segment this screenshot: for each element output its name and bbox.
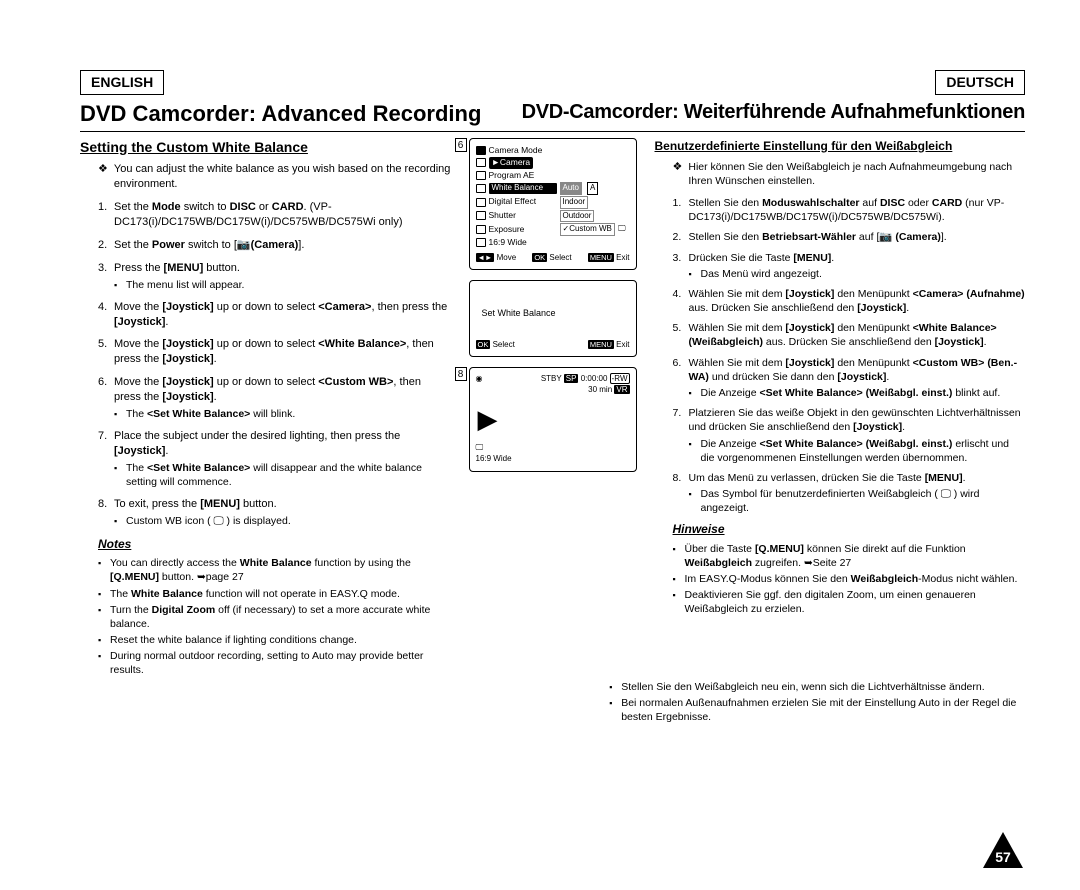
title-english: DVD Camcorder: Advanced Recording xyxy=(80,99,481,129)
sub-item: The menu list will appear. xyxy=(114,278,451,292)
note-item: Bei normalen Außenaufnahmen erzielen Sie… xyxy=(609,696,1025,724)
step-item: Um das Menü zu verlassen, drücken Sie di… xyxy=(673,471,1026,516)
screen1-footer: ◄► Move OK Select MENU Exit xyxy=(476,253,630,264)
english-column: Setting the Custom White Balance ❖You ca… xyxy=(80,138,451,680)
note-item: The White Balance function will not oper… xyxy=(98,587,451,601)
step-item: Place the subject under the desired ligh… xyxy=(98,429,451,489)
sub-item: Die Anzeige <Set White Balance> (Weißabg… xyxy=(689,386,1026,400)
menu-icon xyxy=(476,238,486,247)
de-notes-wide: Stellen Sie den Weißabgleich neu ein, we… xyxy=(609,680,1025,725)
en-steps: Set the Mode switch to DISC or CARD. (VP… xyxy=(98,200,451,528)
set-wb-screen: Set White Balance OK Select MENU Exit xyxy=(469,280,637,357)
play-icon: ▶ xyxy=(478,402,630,437)
step-item: Wählen Sie mit dem [Joystick] den Menüpu… xyxy=(673,321,1026,349)
menu-row: Digital EffectIndoor xyxy=(476,196,630,209)
title-row: DVD Camcorder: Advanced Recording DVD-Ca… xyxy=(80,99,1025,132)
sub-item: The <Set White Balance> will blink. xyxy=(114,407,451,421)
note-item: You can directly access the White Balanc… xyxy=(98,556,451,584)
menu-icon xyxy=(476,211,486,220)
de-notes-head: Hinweise xyxy=(673,521,1026,537)
camera-menu-screen: Camera Mode ►Camera Program AEWhite Bala… xyxy=(469,138,637,271)
sub-item: Das Menü wird angezeigt. xyxy=(689,267,1026,281)
step-item: Stellen Sie den Moduswahlschalter auf DI… xyxy=(673,196,1026,224)
note-item: Deaktivieren Sie ggf. den digitalen Zoom… xyxy=(673,588,1026,616)
note-item: Stellen Sie den Weißabgleich neu ein, we… xyxy=(609,680,1025,694)
screen1-title: Camera Mode xyxy=(489,145,543,156)
en-heading: Setting the Custom White Balance xyxy=(80,138,451,157)
en-intro: ❖You can adjust the white balance as you… xyxy=(98,162,451,192)
step-item: Press the [MENU] button.The menu list wi… xyxy=(98,261,451,292)
screen2-text: Set White Balance xyxy=(482,307,630,319)
note-item: During normal outdoor recording, setting… xyxy=(98,649,451,677)
sub-item: Das Symbol für benutzerdefinierten Weißa… xyxy=(689,487,1026,515)
note-item: Über die Taste [Q.MENU] können Sie direk… xyxy=(673,542,1026,570)
screen3-wide: 16:9 Wide xyxy=(476,454,630,465)
lang-deutsch: DEUTSCH xyxy=(935,70,1025,95)
stby-screen: ◉ STBY SP 0:00:00 -RW 30 min VR ▶ 🖵 16:9… xyxy=(469,367,637,471)
svg-text:57: 57 xyxy=(995,849,1011,865)
menu-icon xyxy=(476,171,486,180)
page-badge: 57 xyxy=(981,830,1025,870)
menu-icon xyxy=(476,184,486,193)
german-column: Benutzerdefinierte Einstellung für den W… xyxy=(655,138,1026,680)
sub-item: Die Anzeige <Set White Balance> (Weißabg… xyxy=(689,437,1026,465)
de-heading: Benutzerdefinierte Einstellung für den W… xyxy=(655,138,1026,154)
fig-8-label: 8 xyxy=(455,367,467,381)
cat-icon xyxy=(476,158,486,167)
de-intro-text: Hier können Sie den Weißabgleich je nach… xyxy=(688,160,1025,188)
menu-icon xyxy=(476,225,486,234)
language-row: ENGLISH DEUTSCH xyxy=(80,70,1025,95)
en-intro-text: You can adjust the white balance as you … xyxy=(114,162,451,192)
step-item: Stellen Sie den Betriebsart-Wähler auf [… xyxy=(673,230,1026,244)
menu-icon xyxy=(476,198,486,207)
note-item: Im EASY.Q-Modus können Sie den Weißabgle… xyxy=(673,572,1026,586)
step-item: To exit, press the [MENU] button.Custom … xyxy=(98,497,451,528)
menu-row: 16:9 Wide xyxy=(476,237,630,248)
screen2-footer: OK Select MENU Exit xyxy=(476,340,630,351)
de-steps: Stellen Sie den Moduswahlschalter auf DI… xyxy=(673,196,1026,515)
title-deutsch: DVD-Camcorder: Weiterführende Aufnahmefu… xyxy=(522,99,1025,129)
step-item: Move the [Joystick] up or down to select… xyxy=(98,337,451,367)
en-notes: You can directly access the White Balanc… xyxy=(98,556,451,677)
note-item: Turn the Digital Zoom off (if necessary)… xyxy=(98,603,451,631)
menu-row: ShutterOutdoor xyxy=(476,210,630,223)
figures-column: 6 Camera Mode ►Camera Program AEWhite Ba… xyxy=(469,138,637,680)
step-item: Set the Mode switch to DISC or CARD. (VP… xyxy=(98,200,451,230)
menu-row: White BalanceAuto A xyxy=(476,182,630,195)
de-intro: ❖Hier können Sie den Weißabgleich je nac… xyxy=(673,160,1026,188)
sub-item: The <Set White Balance> will disappear a… xyxy=(114,461,451,489)
step-item: Platzieren Sie das weiße Objekt in den g… xyxy=(673,406,1026,465)
menu-row: Exposure✓Custom WB 🖵 xyxy=(476,223,630,236)
screen1-cat: ►Camera xyxy=(489,157,534,168)
step-item: Set the Power switch to [📷(Camera)]. xyxy=(98,238,451,253)
step-item: Move the [Joystick] up or down to select… xyxy=(98,375,451,421)
fig-6-label: 6 xyxy=(455,138,467,152)
menu-row: Program AE xyxy=(476,170,630,181)
camera-icon xyxy=(476,146,486,155)
lang-english: ENGLISH xyxy=(80,70,164,95)
step-item: Wählen Sie mit dem [Joystick] den Menüpu… xyxy=(673,287,1026,315)
step-item: Move the [Joystick] up or down to select… xyxy=(98,300,451,330)
step-item: Wählen Sie mit dem [Joystick] den Menüpu… xyxy=(673,356,1026,401)
step-item: Drücken Sie die Taste [MENU].Das Menü wi… xyxy=(673,251,1026,281)
note-item: Reset the white balance if lighting cond… xyxy=(98,633,451,647)
en-notes-head: Notes xyxy=(98,536,451,552)
de-notes: Über die Taste [Q.MENU] können Sie direk… xyxy=(673,542,1026,617)
sub-item: Custom WB icon ( 🖵 ) is displayed. xyxy=(114,514,451,528)
